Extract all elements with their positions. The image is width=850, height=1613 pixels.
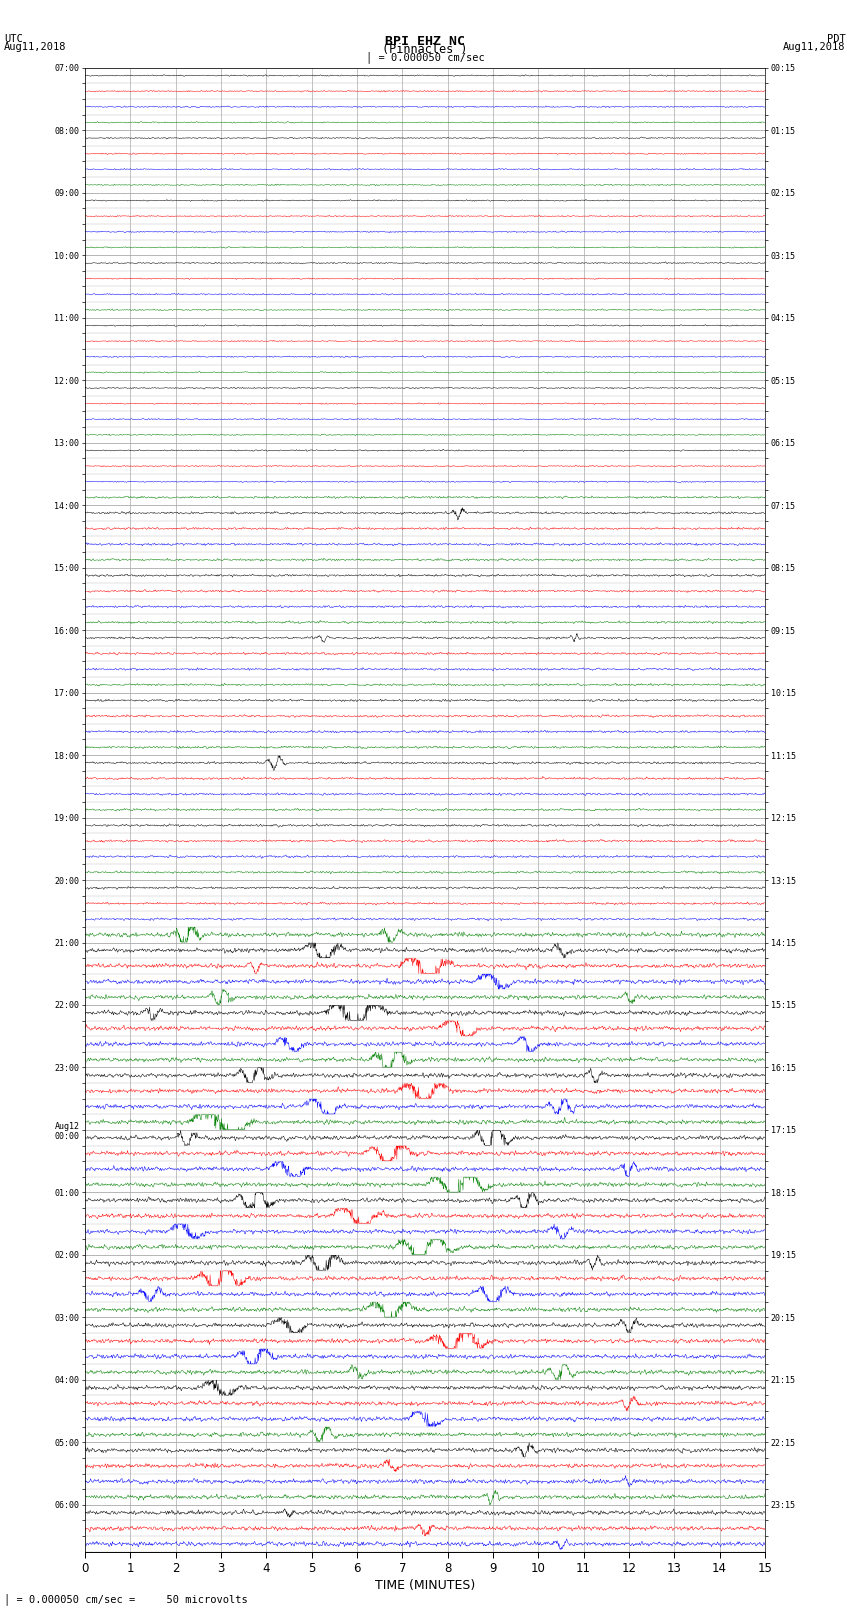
Text: │ = 0.000050 cm/sec: │ = 0.000050 cm/sec: [366, 50, 484, 63]
Text: BPI EHZ NC: BPI EHZ NC: [385, 35, 465, 48]
Text: Aug11,2018: Aug11,2018: [783, 42, 846, 52]
Text: Aug11,2018: Aug11,2018: [4, 42, 67, 52]
Text: (Pinnacles ): (Pinnacles ): [382, 44, 468, 56]
Text: PDT: PDT: [827, 34, 846, 44]
Text: │ = 0.000050 cm/sec =     50 microvolts: │ = 0.000050 cm/sec = 50 microvolts: [4, 1594, 248, 1605]
X-axis label: TIME (MINUTES): TIME (MINUTES): [375, 1579, 475, 1592]
Text: UTC: UTC: [4, 34, 23, 44]
